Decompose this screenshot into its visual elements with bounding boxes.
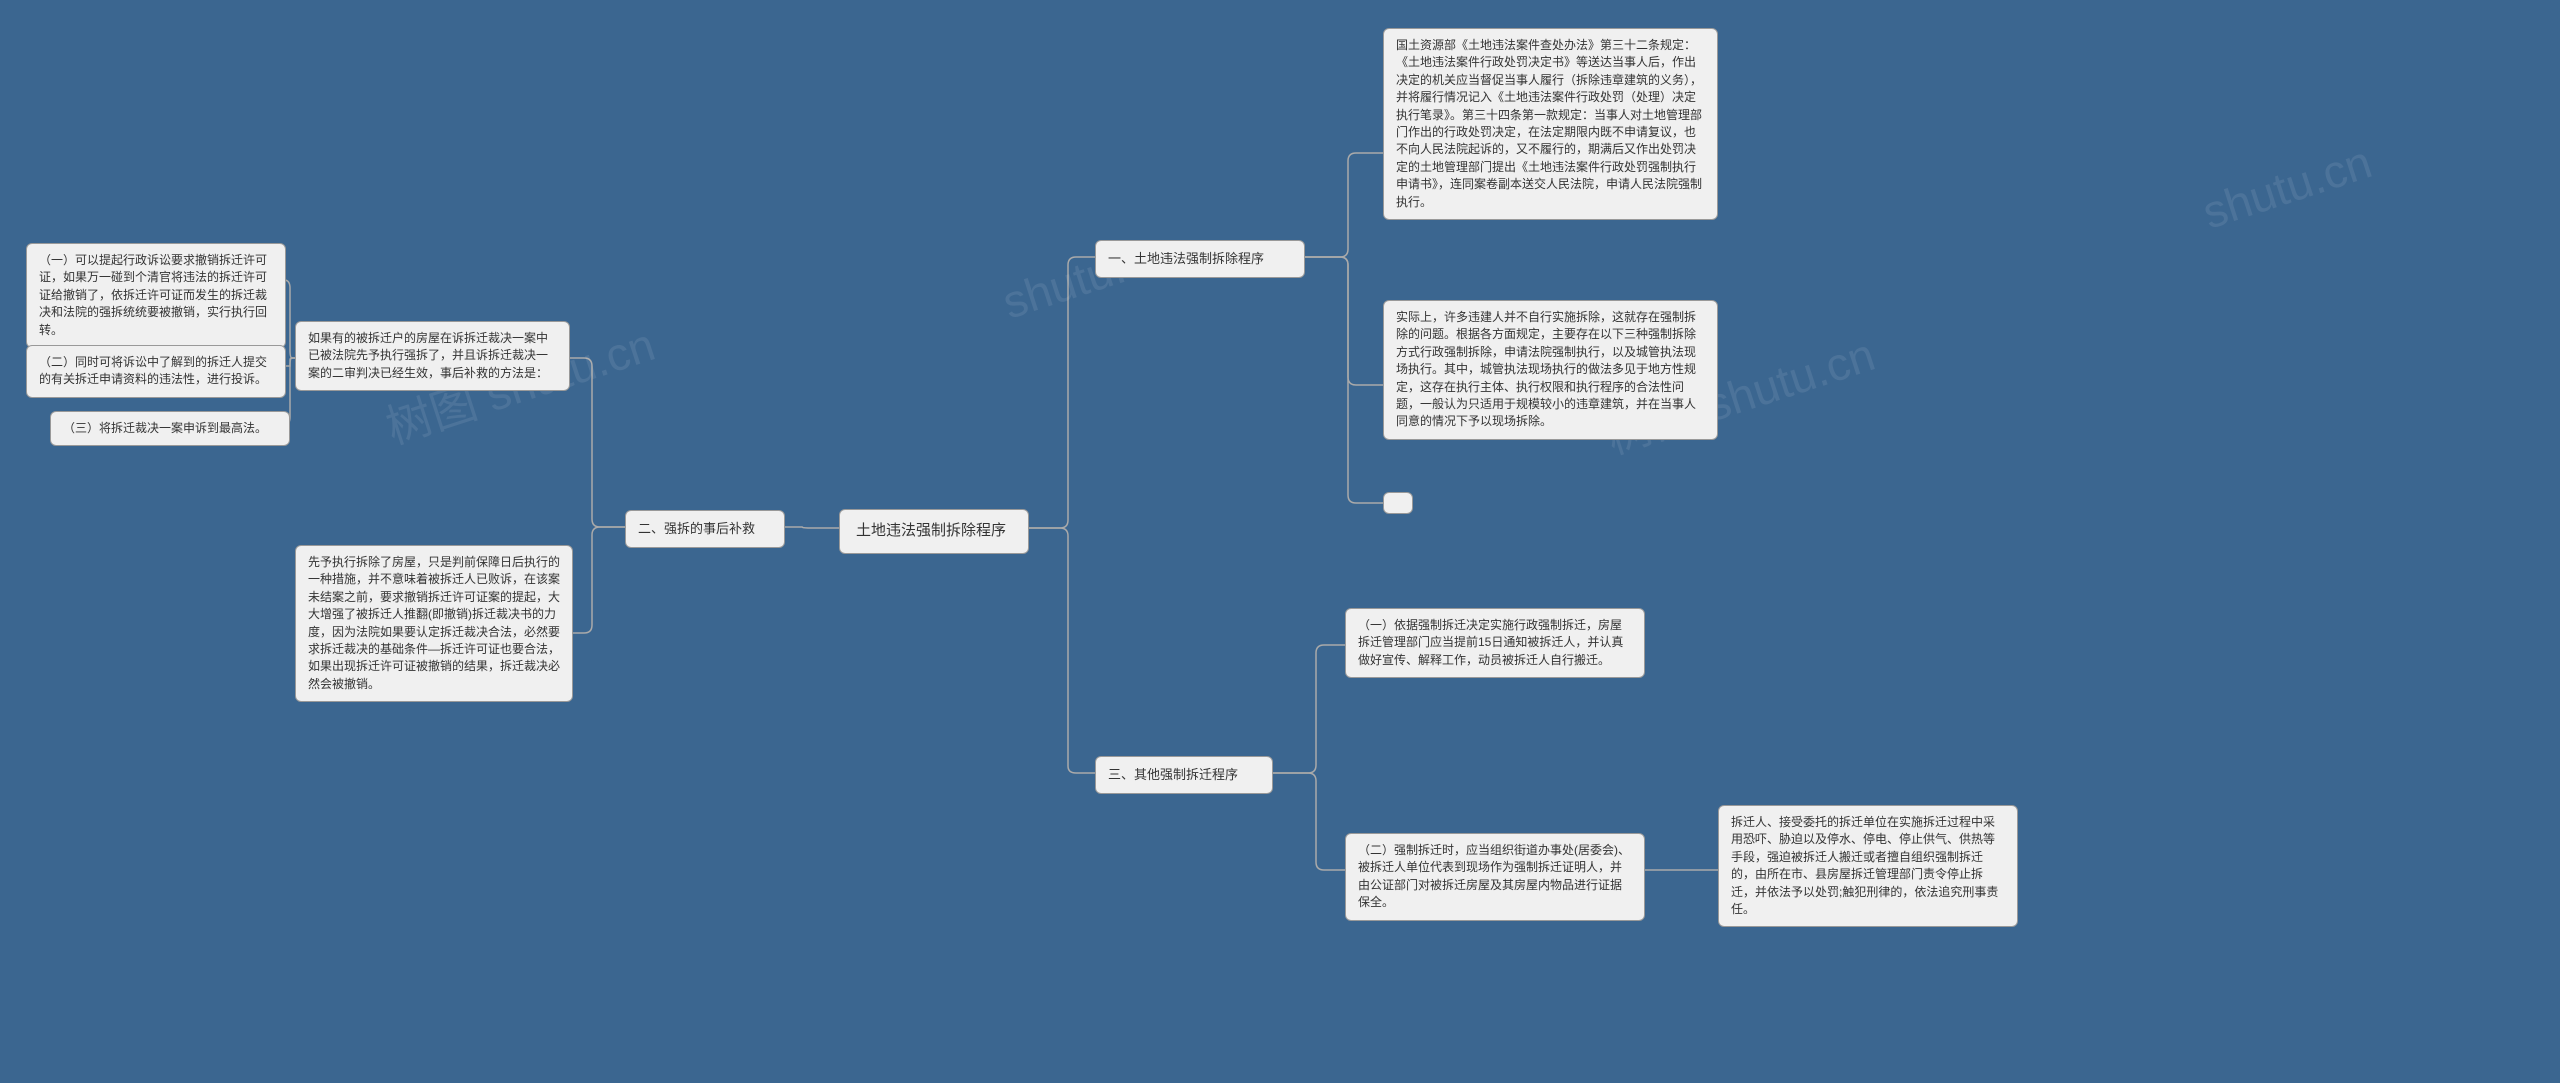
branch2-gc1: （一）可以提起行政诉讼要求撤销拆迁许可证，如果万一碰到个清官将违法的拆迁许可证给…	[26, 243, 286, 348]
branch2-node: 二、强拆的事后补救	[625, 510, 785, 548]
branch3-node: 三、其他强制拆迁程序	[1095, 756, 1273, 794]
branch1-child2: 实际上，许多违建人并不自行实施拆除，这就存在强制拆除的问题。根据各方面规定，主要…	[1383, 300, 1718, 440]
branch3-child1: （一）依据强制拆迁决定实施行政强制拆迁，房屋拆迁管理部门应当提前15日通知被拆迁…	[1345, 608, 1645, 678]
branch2-child1: 如果有的被拆迁户的房屋在诉拆迁裁决一案中已被法院先予执行强拆了，并且诉拆迁裁决一…	[295, 321, 570, 391]
branch2-child2: 先予执行拆除了房屋，只是判前保障日后执行的一种措施，并不意味着被拆迁人已败诉，在…	[295, 545, 573, 702]
branch1-child1: 国土资源部《土地违法案件查处办法》第三十二条规定：《土地违法案件行政处罚决定书》…	[1383, 28, 1718, 220]
branch3-gc1: 拆迁人、接受委托的拆迁单位在实施拆迁过程中采用恐吓、胁迫以及停水、停电、停止供气…	[1718, 805, 2018, 927]
branch1-child3	[1383, 492, 1413, 514]
root-node: 土地违法强制拆除程序	[839, 509, 1029, 554]
branch2-gc3: （三）将拆迁裁决一案申诉到最高法。	[50, 411, 290, 446]
branch3-child2: （二）强制拆迁时，应当组织街道办事处(居委会)、被拆迁人单位代表到现场作为强制拆…	[1345, 833, 1645, 921]
connector-layer	[0, 0, 2560, 1083]
watermark: shutu.cn	[2196, 134, 2378, 239]
branch1-node: 一、土地违法强制拆除程序	[1095, 240, 1305, 278]
branch2-gc2: （二）同时可将诉讼中了解到的拆迁人提交的有关拆迁申请资料的违法性，进行投诉。	[26, 345, 286, 398]
